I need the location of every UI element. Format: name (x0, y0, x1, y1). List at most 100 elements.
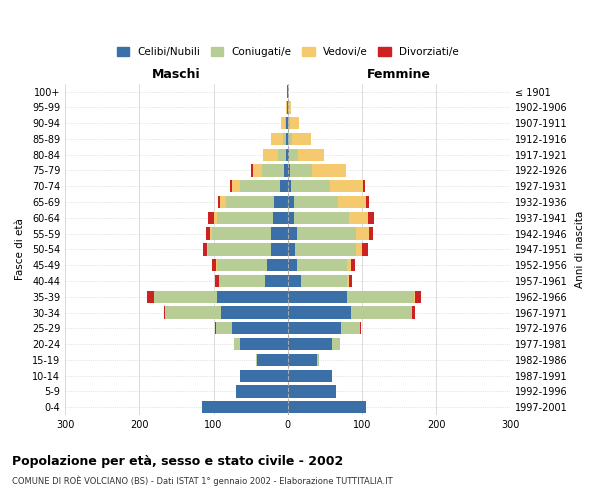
Legend: Celibi/Nubili, Coniugati/e, Vedovi/e, Divorziati/e: Celibi/Nubili, Coniugati/e, Vedovi/e, Di… (113, 42, 463, 61)
Bar (288, 401, 365, 413)
Bar (286, 133, 288, 145)
Bar (338, 196, 367, 208)
Bar (267, 259, 288, 272)
Bar (288, 196, 293, 208)
Bar (341, 322, 360, 334)
Bar (218, 196, 220, 208)
Bar (236, 386, 288, 398)
Bar (262, 164, 284, 176)
Bar (217, 290, 288, 303)
Bar (288, 370, 332, 382)
Bar (288, 322, 341, 334)
Bar (296, 259, 347, 272)
Bar (362, 244, 368, 256)
Bar (288, 354, 317, 366)
Bar (220, 196, 226, 208)
Bar (293, 196, 338, 208)
Bar (251, 164, 253, 176)
Bar (283, 133, 286, 145)
Bar (164, 306, 166, 318)
Bar (364, 180, 365, 192)
Bar (216, 322, 232, 334)
Bar (412, 306, 415, 318)
Bar (202, 401, 288, 413)
Bar (230, 180, 232, 192)
Bar (290, 164, 312, 176)
Bar (288, 180, 292, 192)
Bar (280, 180, 288, 192)
Bar (347, 259, 351, 272)
Bar (208, 212, 214, 224)
Bar (286, 101, 287, 114)
Bar (253, 164, 262, 176)
Bar (288, 101, 292, 114)
Y-axis label: Anni di nascita: Anni di nascita (575, 211, 585, 288)
Bar (368, 212, 374, 224)
Bar (351, 306, 412, 318)
Bar (273, 212, 288, 224)
Bar (212, 228, 271, 240)
Bar (285, 117, 286, 130)
Bar (288, 212, 293, 224)
Bar (207, 244, 208, 256)
Bar (292, 180, 330, 192)
Text: Popolazione per età, sesso e stato civile - 2002: Popolazione per età, sesso e stato civil… (12, 455, 343, 468)
Bar (206, 228, 210, 240)
Bar (212, 259, 216, 272)
Bar (232, 322, 288, 334)
Bar (287, 86, 288, 98)
Bar (330, 180, 364, 192)
Bar (347, 290, 414, 303)
Bar (233, 338, 239, 350)
Bar (356, 244, 362, 256)
Bar (210, 228, 212, 240)
Bar (216, 259, 217, 272)
Bar (288, 244, 295, 256)
Bar (287, 101, 288, 114)
Bar (215, 322, 216, 334)
Text: COMUNE DI ROÈ VOLCIANO (BS) - Dati ISTAT 1° gennaio 2002 - Elaborazione TUTTITAL: COMUNE DI ROÈ VOLCIANO (BS) - Dati ISTAT… (12, 475, 392, 486)
Bar (332, 338, 340, 350)
Bar (220, 275, 265, 287)
Bar (239, 370, 288, 382)
Bar (289, 117, 290, 130)
Bar (214, 212, 217, 224)
Bar (208, 244, 271, 256)
Bar (217, 212, 273, 224)
Bar (295, 244, 356, 256)
Bar (281, 117, 285, 130)
Text: Maschi: Maschi (152, 68, 201, 80)
Bar (203, 244, 207, 256)
Bar (265, 275, 288, 287)
Bar (288, 117, 289, 130)
Bar (288, 306, 351, 318)
Bar (367, 196, 368, 208)
Bar (296, 228, 356, 240)
Bar (288, 338, 332, 350)
Bar (278, 148, 286, 161)
Bar (288, 259, 296, 272)
Bar (219, 275, 220, 287)
Bar (288, 86, 289, 98)
Bar (239, 338, 288, 350)
Bar (288, 133, 289, 145)
Bar (349, 212, 368, 224)
Bar (347, 275, 349, 287)
Bar (232, 180, 239, 192)
Bar (288, 164, 290, 176)
Bar (288, 290, 347, 303)
Bar (274, 196, 288, 208)
Bar (271, 244, 288, 256)
Bar (317, 354, 319, 366)
Bar (217, 259, 267, 272)
Bar (263, 148, 278, 161)
Bar (166, 306, 221, 318)
Bar (356, 228, 370, 240)
Bar (271, 133, 283, 145)
Bar (147, 290, 154, 303)
Bar (226, 196, 274, 208)
Bar (288, 228, 296, 240)
Bar (221, 306, 288, 318)
Bar (293, 212, 349, 224)
Bar (154, 290, 217, 303)
